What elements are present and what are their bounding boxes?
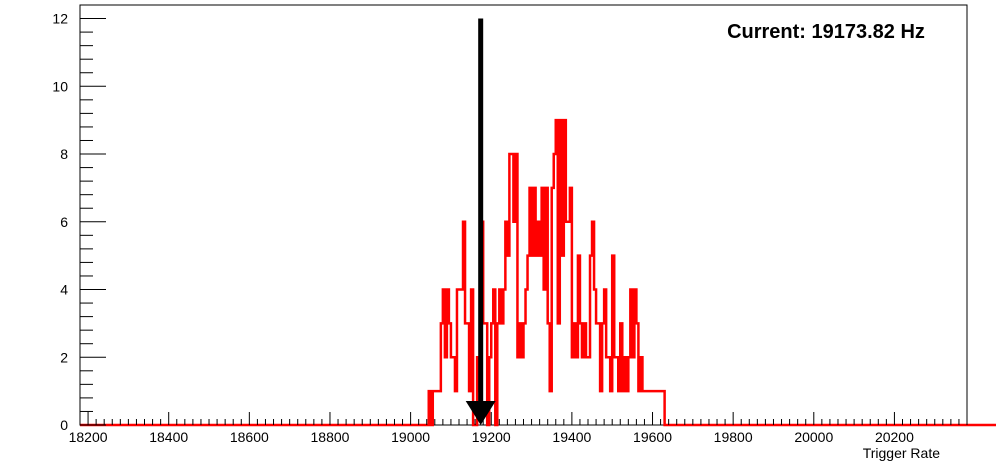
x-tick-label: 18600 (230, 429, 269, 445)
histogram-series (80, 118, 996, 427)
x-tick-label: 20000 (794, 429, 833, 445)
y-tick-label: 4 (60, 282, 68, 298)
x-tick-label: 18800 (311, 429, 350, 445)
y-tick-label: 6 (60, 214, 68, 230)
y-tick-label: 0 (60, 417, 68, 433)
x-tick-label: 19000 (391, 429, 430, 445)
current-rate-annotation: Current: 19173.82 Hz (727, 21, 925, 43)
y-tick-label: 2 (60, 349, 68, 365)
y-tick-label: 10 (52, 78, 68, 94)
x-tick-label: 20200 (875, 429, 914, 445)
y-tick-label: 12 (52, 11, 68, 27)
x-tick-label: 19400 (552, 429, 591, 445)
x-axis-title: Trigger Rate (863, 445, 941, 461)
x-tick-label: 19200 (472, 429, 511, 445)
plot-frame (79, 4, 968, 426)
x-tick-label: 18200 (69, 429, 108, 445)
x-tick-label: 19600 (633, 429, 672, 445)
y-tick-label: 8 (60, 146, 68, 162)
x-tick-label: 19800 (714, 429, 753, 445)
marker-arrow-head (465, 401, 496, 425)
x-tick-label: 18400 (149, 429, 188, 445)
